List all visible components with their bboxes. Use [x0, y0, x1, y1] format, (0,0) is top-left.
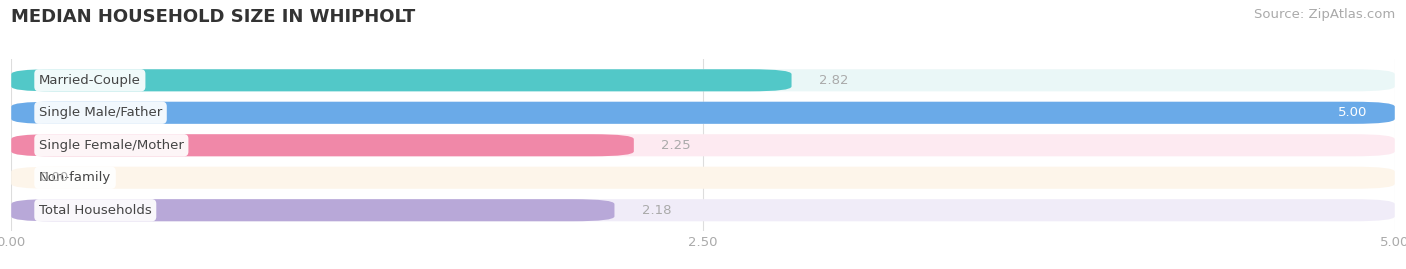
Text: Source: ZipAtlas.com: Source: ZipAtlas.com [1254, 8, 1395, 21]
Text: Total Households: Total Households [39, 204, 152, 217]
Text: Single Female/Mother: Single Female/Mother [39, 139, 184, 152]
Text: 2.82: 2.82 [820, 74, 849, 87]
FancyBboxPatch shape [11, 134, 1395, 156]
Text: Single Male/Father: Single Male/Father [39, 106, 162, 119]
FancyBboxPatch shape [11, 69, 1395, 91]
Text: 2.18: 2.18 [643, 204, 672, 217]
FancyBboxPatch shape [11, 134, 634, 156]
Text: Non-family: Non-family [39, 171, 111, 184]
Text: 5.00: 5.00 [1337, 106, 1367, 119]
FancyBboxPatch shape [11, 69, 792, 91]
FancyBboxPatch shape [11, 199, 614, 221]
FancyBboxPatch shape [11, 102, 1395, 124]
FancyBboxPatch shape [11, 199, 1395, 221]
Text: 2.25: 2.25 [661, 139, 692, 152]
Text: 0.00: 0.00 [39, 171, 67, 184]
Text: Married-Couple: Married-Couple [39, 74, 141, 87]
Text: MEDIAN HOUSEHOLD SIZE IN WHIPHOLT: MEDIAN HOUSEHOLD SIZE IN WHIPHOLT [11, 8, 416, 26]
FancyBboxPatch shape [11, 102, 1395, 124]
FancyBboxPatch shape [11, 167, 1395, 189]
